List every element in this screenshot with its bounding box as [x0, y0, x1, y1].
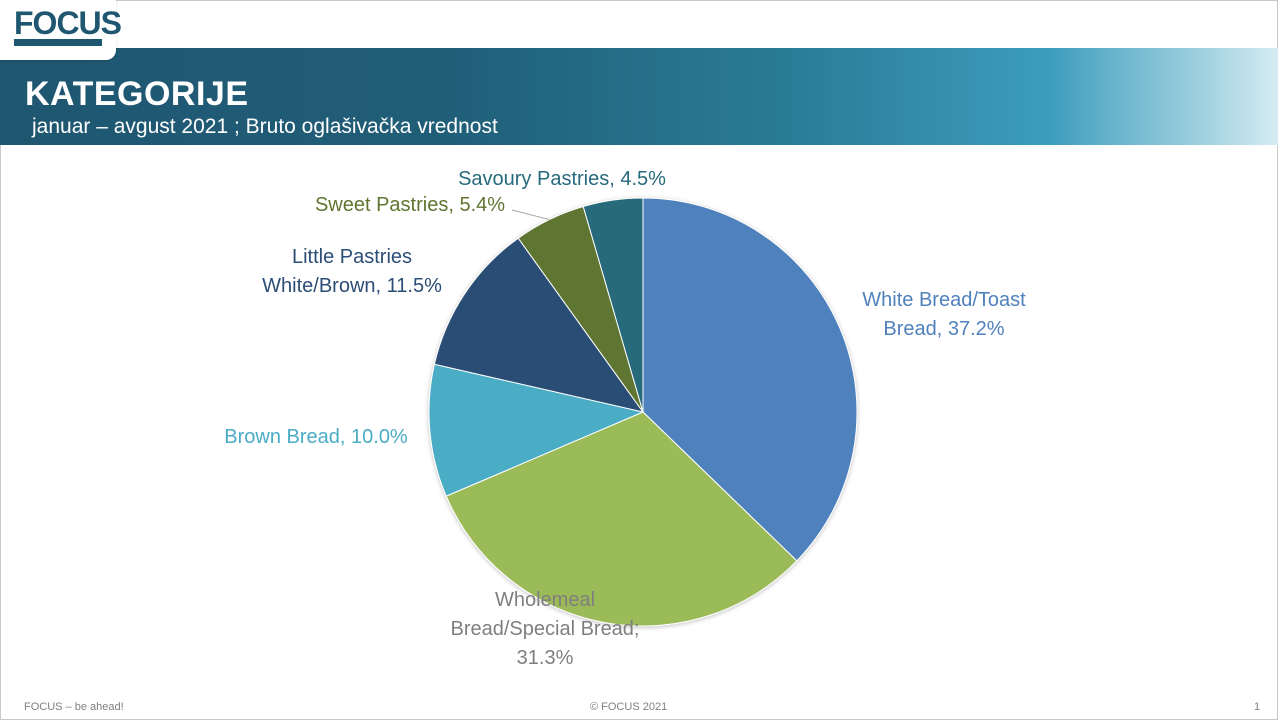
- pie-slice: [582, 197, 644, 413]
- page-number: 1: [1254, 701, 1261, 713]
- pie-slice: [445, 411, 798, 627]
- focus-logo: FOCUS: [0, 0, 122, 60]
- pie-label: Brown Bread, 10.0%: [224, 426, 408, 448]
- logo-text: FOCUS: [14, 5, 122, 41]
- pie-slice: [428, 363, 645, 497]
- pie-label: Savoury Pastries, 4.5%: [458, 168, 666, 190]
- pie-label: Sweet Pastries, 5.4%: [315, 194, 505, 216]
- header-band: [0, 48, 1278, 145]
- pie-slices: [428, 197, 858, 627]
- page-subtitle: januar – avgust 2021 ; Bruto oglašivačka…: [32, 115, 498, 138]
- pie-label: White Bread/Toast Bread, 37.2%: [862, 289, 1026, 340]
- pie-label: Little Pastries White/Brown, 11.5%: [262, 246, 442, 297]
- footer-center: © FOCUS 2021: [590, 701, 668, 713]
- footer-left: FOCUS – be ahead!: [24, 701, 124, 713]
- logo-underline: [14, 39, 102, 46]
- pie-leader-lines: [511, 209, 550, 221]
- pie-slice: [433, 237, 645, 413]
- pie-chart: White Bread/Toast Bread, 37.2% Wholemeal Br…: [224, 168, 1026, 669]
- page-title: KATEGORIJE: [25, 75, 249, 113]
- leader-line: [511, 209, 550, 221]
- pie-label: Wholemeal Bread/Special Bread; 31.3%: [450, 589, 639, 669]
- pie-slice: [642, 197, 858, 562]
- pie-labels: White Bread/Toast Bread, 37.2% Wholemeal Br…: [224, 168, 1026, 669]
